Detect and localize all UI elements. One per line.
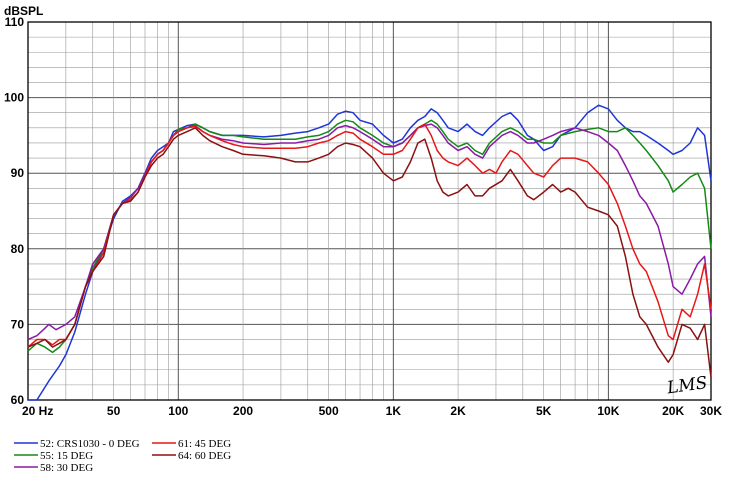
legend-label: 64: 60 DEG — [178, 450, 231, 462]
series-line-3 — [27, 123, 712, 341]
x-tick-label: 50 — [107, 404, 121, 418]
x-tick-label: 1K — [386, 404, 402, 418]
x-tick-label: 30K — [700, 404, 722, 418]
x-tick-label: 100 — [168, 404, 188, 418]
legend-label: 61: 45 DEG — [178, 438, 231, 450]
x-tick-label: 200 — [233, 404, 253, 418]
y-axis-title: dBSPL — [4, 4, 43, 18]
y-tick-label: 110 — [5, 15, 25, 29]
legend-label: 55: 15 DEG — [40, 450, 93, 462]
series-lines — [27, 104, 712, 401]
y-tick-label: 100 — [4, 91, 24, 105]
lms-watermark: LMS — [665, 373, 709, 399]
legend-label: 58: 30 DEG — [40, 462, 93, 474]
x-tick-label: 5K — [536, 404, 552, 418]
y-tick-label: 70 — [11, 317, 25, 331]
y-tick-label: 90 — [11, 166, 25, 180]
legend-label: 52: CRS1030 - 0 DEG — [40, 438, 140, 450]
y-tick-label: 80 — [11, 242, 25, 256]
x-tick-label: 500 — [319, 404, 339, 418]
x-tick-label: 10K — [597, 404, 619, 418]
x-tick-label: 20 Hz — [22, 404, 53, 418]
grid — [28, 22, 711, 400]
series-line-5 — [27, 127, 712, 378]
x-tick-label: 20K — [662, 404, 684, 418]
x-tick-label: 2K — [450, 404, 466, 418]
y-tick-label: 60 — [11, 393, 25, 407]
y-axis-ticks: 60 70 80 90 100 110 — [4, 15, 24, 407]
x-axis-ticks: 20 Hz 50 100 200 500 1K 2K 5K 10K 20K 30K — [22, 404, 722, 418]
plot-frame — [27, 21, 712, 401]
